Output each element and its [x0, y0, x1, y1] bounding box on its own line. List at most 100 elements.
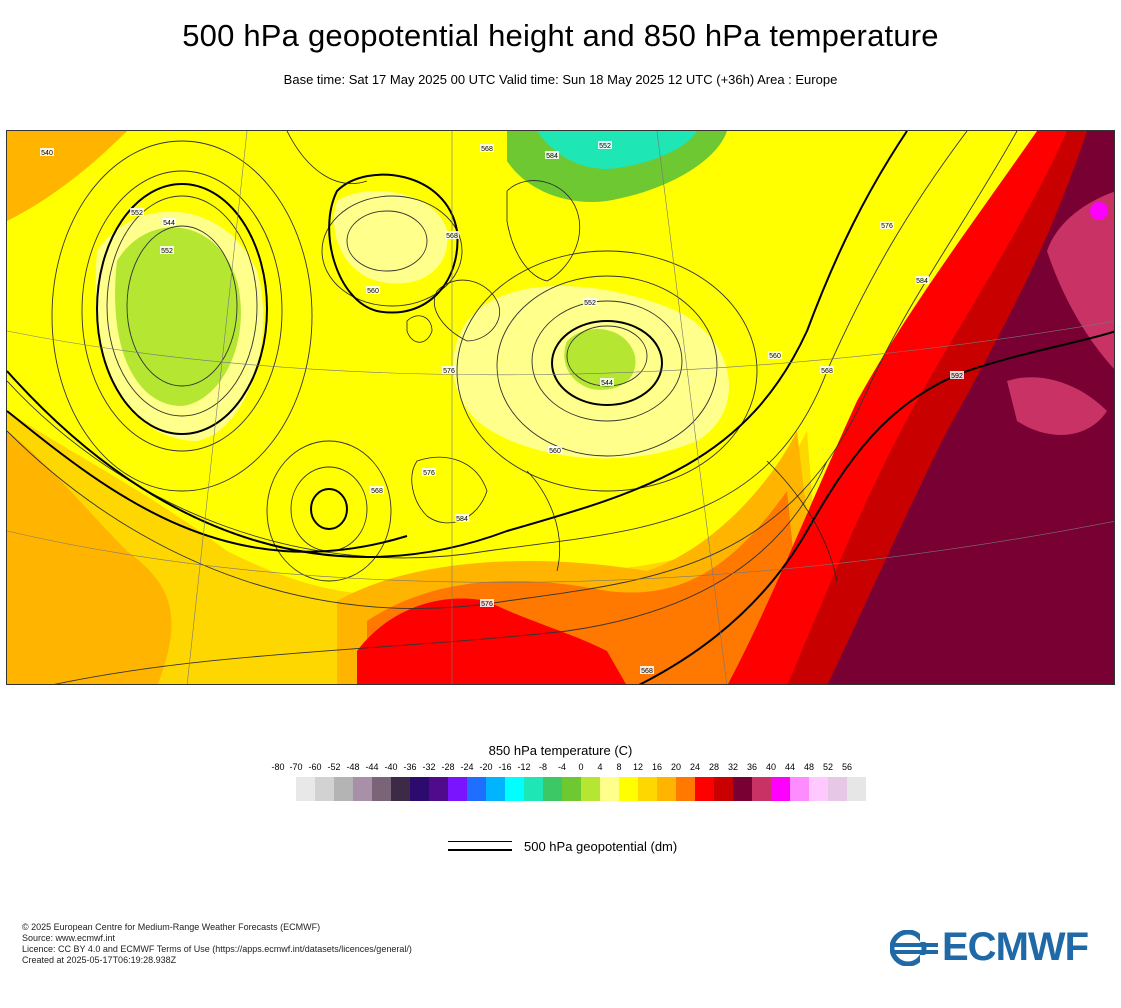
geopotential-legend-label: 500 hPa geopotential (dm) — [524, 838, 678, 854]
legend-tick-label: -24 — [460, 762, 474, 772]
contour-label-background — [162, 218, 176, 226]
contour-label-background — [370, 486, 384, 494]
legend-tick-label: -48 — [346, 762, 360, 772]
contour-label-background — [600, 378, 614, 386]
map-canvas: 540 552 544 552 560 568 576 568 584 552 552 544 560 5… — [7, 131, 1114, 684]
legend-color-swatch — [429, 777, 448, 801]
geopotential-legend-lines — [448, 838, 512, 854]
contour-label: 552 — [599, 143, 611, 150]
legend-tick-label: -32 — [422, 762, 436, 772]
contour-label-background — [820, 366, 834, 374]
contour-label-background — [480, 144, 494, 152]
legend-tick-label: 12 — [632, 762, 644, 772]
legend-color-swatch — [296, 777, 315, 801]
temp-field-pink-east — [1047, 191, 1114, 369]
contour-label: 568 — [821, 368, 833, 375]
ecmwf-logo-text: ECMWF — [942, 925, 1089, 969]
legend-color-swatch — [505, 777, 524, 801]
legend-tick-label: -8 — [538, 762, 548, 772]
legend-color-swatch — [638, 777, 657, 801]
contour-label-background — [445, 231, 459, 239]
footer-created: Created at 2025-05-17T06:19:28.938Z — [22, 955, 177, 965]
contour-label: 568 — [371, 488, 383, 495]
temp-field-orange-west — [7, 431, 172, 684]
legend-color-swatch — [410, 777, 429, 801]
footer-licence: Licence: CC BY 4.0 and ECMWF Terms of Us… — [22, 944, 412, 954]
contour-label-background — [455, 514, 469, 522]
contour-label-group: 540 552 544 552 560 568 576 568 584 552 552 544 560 5… — [40, 141, 964, 675]
legend-tick-label: -36 — [403, 762, 417, 772]
legend-color-swatch — [676, 777, 695, 801]
graticule — [7, 131, 1114, 684]
temp-field-orange-north — [7, 131, 127, 221]
legend-color-swatch — [524, 777, 543, 801]
legend-color-swatch — [733, 777, 752, 801]
legend-tick-label: 16 — [651, 762, 663, 772]
contour-label-background — [160, 246, 174, 254]
legend-color-swatch — [372, 777, 391, 801]
contour-label-background — [548, 446, 562, 454]
contour-label: 552 — [131, 210, 143, 217]
legend-color-swatch — [562, 777, 581, 801]
temp-field-maroon-south — [847, 591, 1114, 684]
legend-color-swatch — [619, 777, 638, 801]
legend-tick-label: -52 — [327, 762, 341, 772]
legend-color-swatch — [771, 777, 790, 801]
legend-color-swatch — [448, 777, 467, 801]
legend-color-swatch — [752, 777, 771, 801]
contour-label-background — [40, 148, 54, 156]
contour-label-background — [442, 366, 456, 374]
legend-tick-label: -44 — [365, 762, 379, 772]
legend-color-swatch — [790, 777, 809, 801]
contour-label-background — [130, 208, 144, 216]
temp-field-green-central — [564, 329, 636, 390]
contour-label: 568 — [641, 668, 653, 675]
legend-tick-label: -60 — [308, 762, 322, 772]
contour-label-background — [583, 298, 597, 306]
legend-color-swatch — [334, 777, 353, 801]
legend-tick-label: 52 — [822, 762, 834, 772]
contour-label: 576 — [881, 223, 893, 230]
legend-color-swatch — [353, 777, 372, 801]
legend-tick-label: -12 — [517, 762, 531, 772]
ecmwf-logo: ECMWF — [890, 925, 1089, 970]
contour-label-background — [880, 221, 894, 229]
legend-tick-label: -40 — [384, 762, 398, 772]
contour-label: 576 — [481, 601, 493, 608]
legend-tick-label: -80 — [271, 762, 285, 772]
legend-tick-label: 56 — [841, 762, 853, 772]
legend-tick-label: 44 — [784, 762, 796, 772]
contour-label: 544 — [163, 220, 175, 227]
temp-field-lightyellow-north — [333, 191, 448, 284]
contour-label-background — [366, 286, 380, 294]
temp-field-green-low-west — [115, 227, 241, 406]
contour-label: 576 — [443, 368, 455, 375]
legend-tick-label: -16 — [498, 762, 512, 772]
legend-color-swatch — [695, 777, 714, 801]
contour-label-background — [768, 351, 782, 359]
legend-tick-label: 40 — [765, 762, 777, 772]
legend-tick-label: 20 — [670, 762, 682, 772]
footer-credits: © 2025 European Centre for Medium-Range … — [22, 922, 412, 966]
legend-color-swatch — [828, 777, 847, 801]
legend-color-swatch — [486, 777, 505, 801]
legend-color-swatch — [315, 777, 334, 801]
coastlines — [286, 131, 838, 582]
contour-label: 568 — [481, 146, 493, 153]
contour-label-background — [915, 276, 929, 284]
footer-copyright: © 2025 European Centre for Medium-Range … — [22, 922, 321, 932]
legend-tick-label: 36 — [746, 762, 758, 772]
chart-subtitle: Base time: Sat 17 May 2025 00 UTC Valid … — [283, 72, 838, 87]
legend-tick-label: 32 — [727, 762, 739, 772]
temp-field-magenta-spot — [1090, 202, 1108, 220]
legend-tick-label: 28 — [708, 762, 720, 772]
temp-field-teal-north — [537, 131, 697, 169]
contour-label: 584 — [456, 516, 468, 523]
temp-field-red-south — [357, 598, 626, 684]
legend-tick-label: -4 — [557, 762, 567, 772]
footer-source: Source: www.ecmwf.int — [22, 933, 116, 943]
contour-label: 584 — [916, 278, 928, 285]
contour-label-background — [480, 599, 494, 607]
legend-color-swatch — [657, 777, 676, 801]
legend-color-swatch — [581, 777, 600, 801]
